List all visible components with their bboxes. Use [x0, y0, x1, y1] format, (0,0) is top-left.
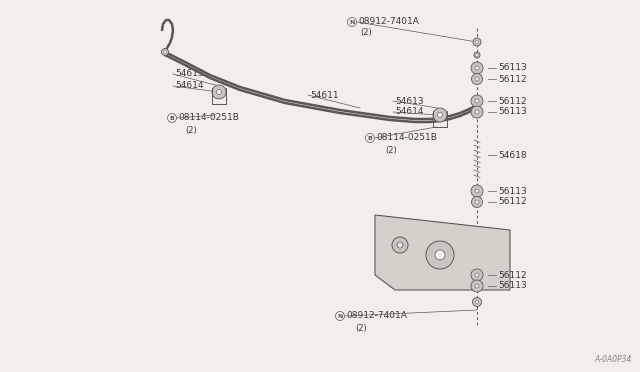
Circle shape	[392, 237, 408, 253]
Circle shape	[475, 99, 479, 103]
Text: N: N	[337, 314, 342, 318]
Circle shape	[471, 269, 483, 281]
Circle shape	[472, 74, 483, 84]
Circle shape	[365, 134, 374, 142]
Circle shape	[475, 110, 479, 114]
Text: 56113: 56113	[498, 108, 527, 116]
Circle shape	[335, 311, 344, 321]
Circle shape	[472, 298, 481, 307]
Circle shape	[216, 90, 221, 94]
Text: 54614: 54614	[175, 81, 204, 90]
Polygon shape	[375, 215, 510, 290]
Circle shape	[435, 250, 445, 260]
Text: 54613: 54613	[175, 70, 204, 78]
Text: 54613: 54613	[395, 96, 424, 106]
Circle shape	[433, 108, 447, 122]
Text: 54614: 54614	[395, 108, 424, 116]
Circle shape	[348, 17, 356, 26]
Circle shape	[471, 106, 483, 118]
Text: 08114-0251B: 08114-0251B	[376, 134, 437, 142]
Circle shape	[475, 273, 479, 277]
Text: (2): (2)	[355, 324, 367, 333]
Text: 56113: 56113	[498, 282, 527, 291]
Text: (2): (2)	[385, 145, 397, 154]
Circle shape	[471, 185, 483, 197]
Text: 56112: 56112	[498, 198, 527, 206]
Text: 56112: 56112	[498, 74, 527, 83]
Circle shape	[475, 189, 479, 193]
Text: 54618: 54618	[498, 151, 527, 160]
Circle shape	[168, 113, 177, 122]
Circle shape	[475, 284, 479, 288]
Text: 08912-7401A: 08912-7401A	[346, 311, 407, 321]
Circle shape	[476, 301, 479, 304]
Circle shape	[476, 41, 479, 44]
Text: B: B	[170, 115, 175, 121]
Circle shape	[472, 196, 483, 208]
Text: 54611: 54611	[310, 90, 339, 99]
Text: (2): (2)	[185, 125, 196, 135]
Text: 56112: 56112	[498, 96, 527, 106]
Circle shape	[438, 112, 442, 118]
Text: 08114-0251B: 08114-0251B	[178, 113, 239, 122]
Circle shape	[474, 52, 480, 58]
Circle shape	[473, 38, 481, 46]
Text: 56113: 56113	[498, 186, 527, 196]
Text: 56112: 56112	[498, 270, 527, 279]
Circle shape	[163, 51, 166, 54]
Circle shape	[475, 77, 479, 81]
Circle shape	[161, 48, 168, 55]
Text: 56113: 56113	[498, 64, 527, 73]
Circle shape	[397, 242, 403, 248]
Circle shape	[475, 66, 479, 70]
Text: 08912-7401A: 08912-7401A	[358, 17, 419, 26]
Circle shape	[475, 200, 479, 204]
Text: B: B	[367, 135, 372, 141]
Circle shape	[476, 54, 479, 57]
Circle shape	[426, 241, 454, 269]
Circle shape	[471, 280, 483, 292]
Circle shape	[212, 85, 226, 99]
Text: (2): (2)	[360, 28, 372, 36]
Circle shape	[471, 62, 483, 74]
Circle shape	[471, 95, 483, 107]
Text: N: N	[349, 19, 355, 25]
Text: A-0A0P34: A-0A0P34	[595, 355, 632, 364]
